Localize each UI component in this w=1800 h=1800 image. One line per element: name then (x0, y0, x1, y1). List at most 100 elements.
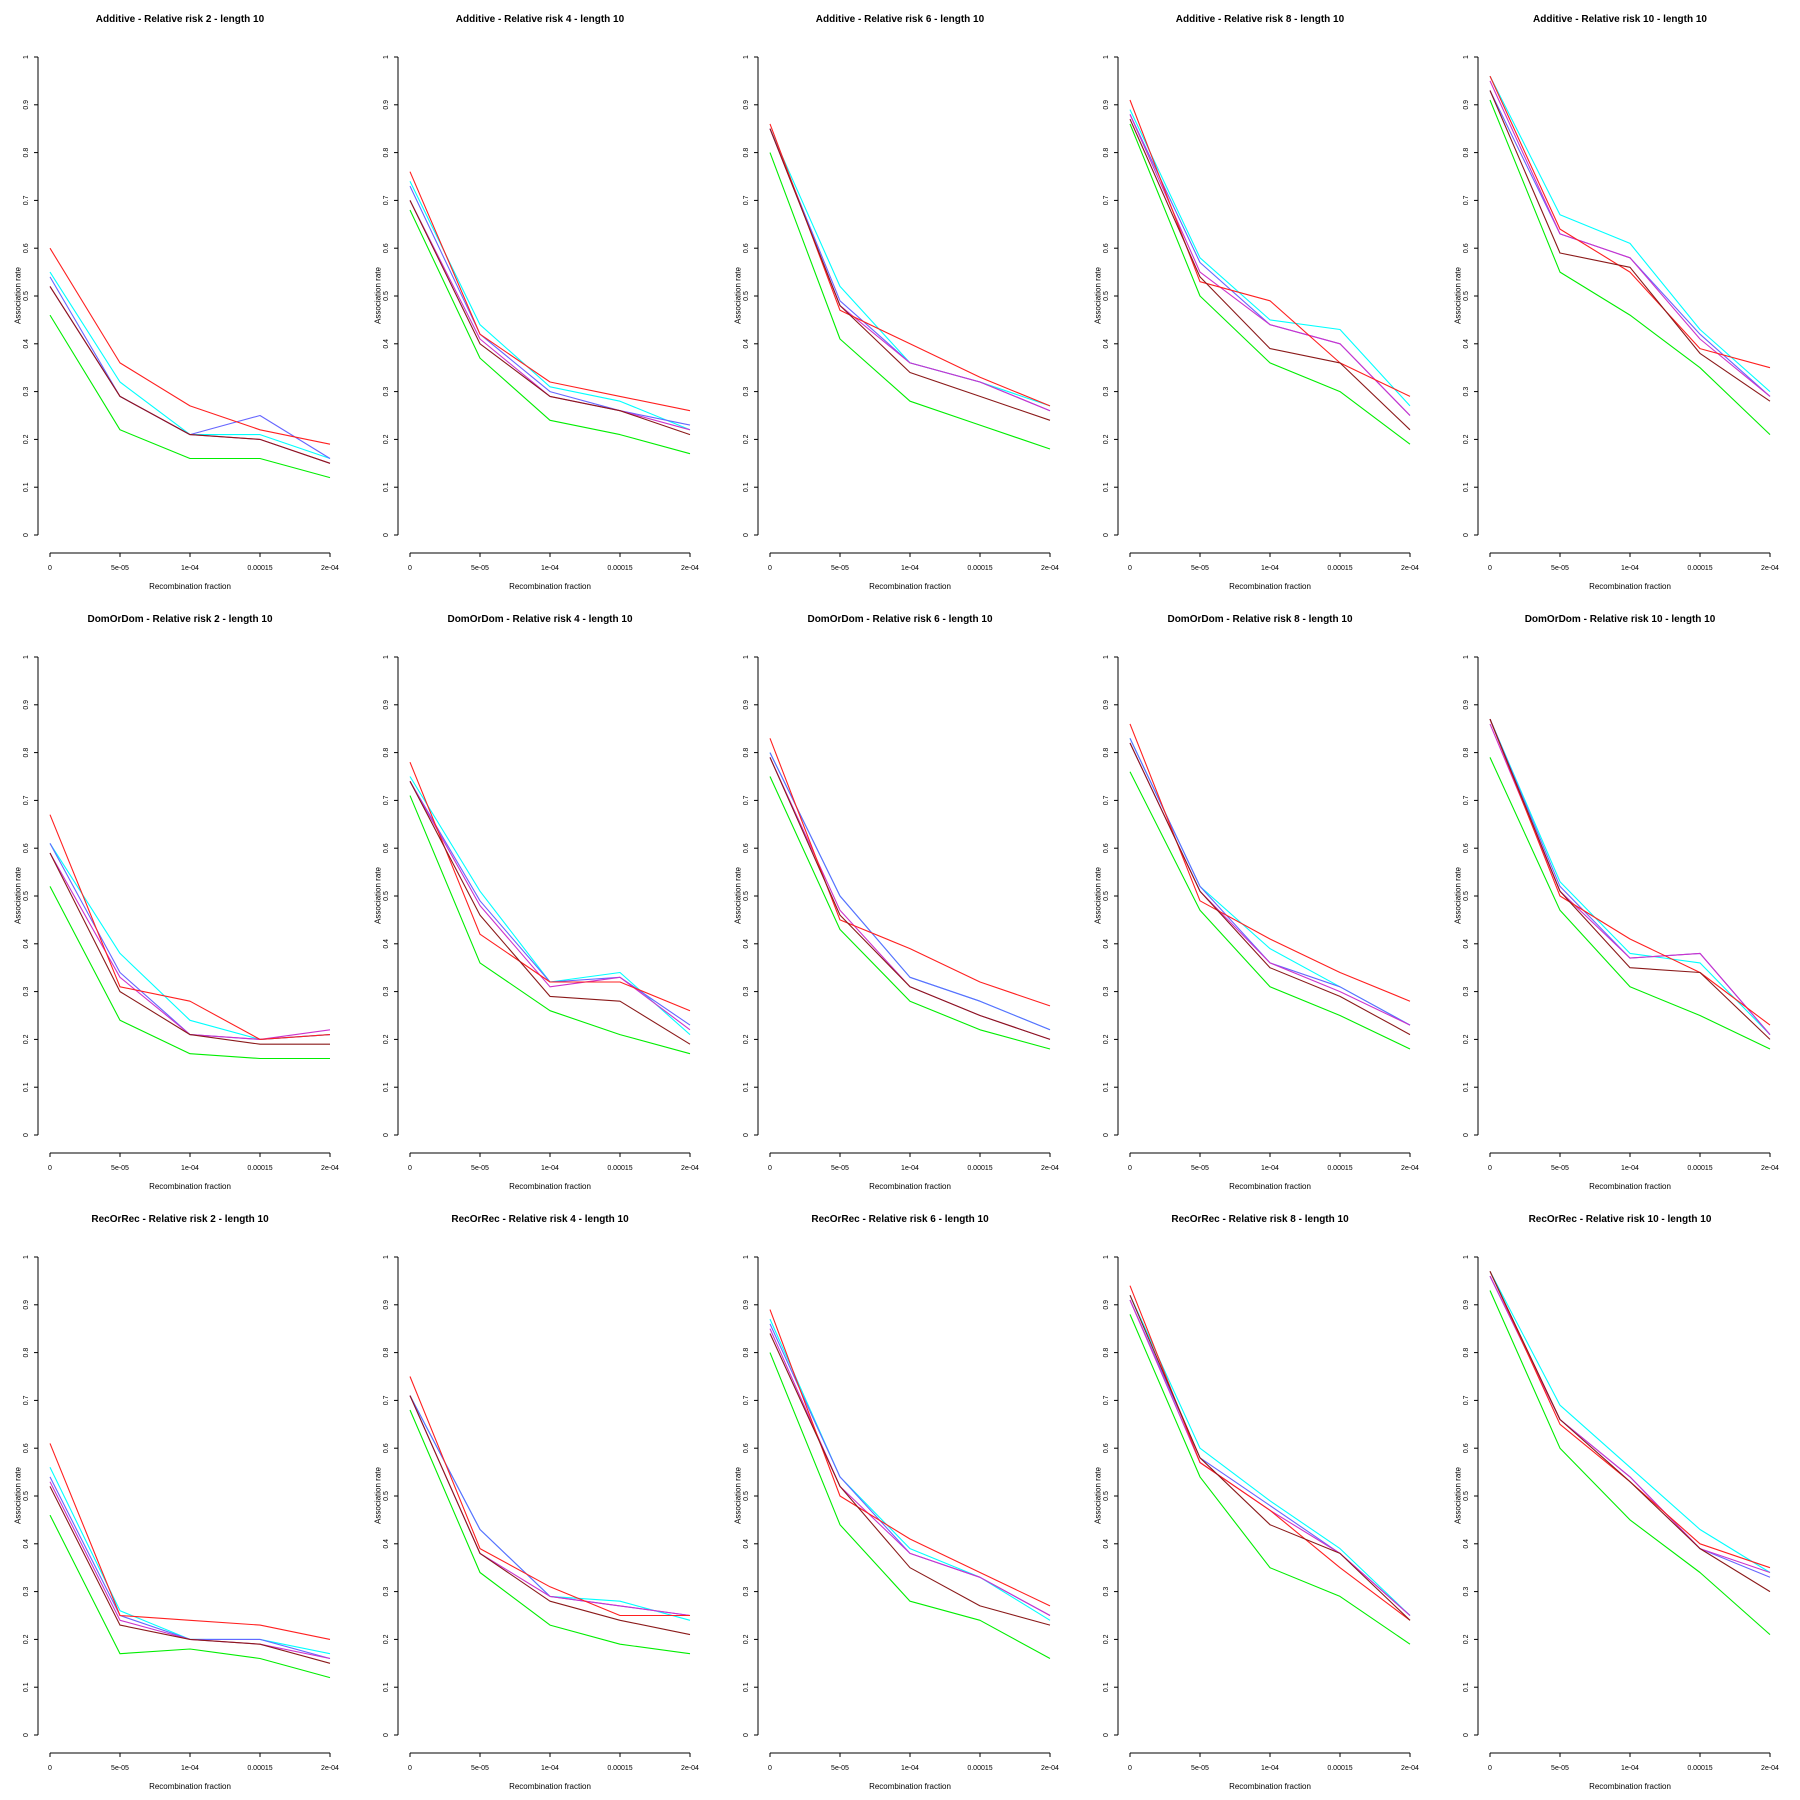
y-tick-label: 1 (1103, 655, 1110, 659)
chart-panel: DomOrDom - Relative risk 4 - length 10 Re… (360, 600, 720, 1200)
y-tick-label: 0.6 (383, 1443, 390, 1453)
y-tick-label: 0 (1103, 1733, 1110, 1737)
y-tick-label: 0.4 (1103, 339, 1110, 349)
chart-panel: RecOrRec - Relative risk 8 - length 10 Re… (1080, 1200, 1440, 1800)
series-line (409, 795, 691, 1055)
chart-panel: Additive - Relative risk 10 - length 10 R… (1440, 0, 1800, 600)
x-tick-label: 1e-04 (541, 1765, 559, 1772)
y-tick-label: 0 (383, 1733, 390, 1737)
x-tick-label: 2e-04 (1041, 1165, 1059, 1172)
chart-svg: 0 0.1 0.2 0.3 0.4 0.5 0.6 0.7 0.8 0.9 1 0 5e-05 1e-04… (1103, 655, 1419, 1172)
y-tick-label: 0.2 (1463, 434, 1470, 444)
x-tick-label: 1e-04 (181, 565, 199, 572)
y-tick-label: 1 (743, 1255, 750, 1259)
x-axis-label: Recombination fraction (509, 582, 591, 591)
y-tick-label: 0.3 (743, 387, 750, 397)
x-tick-label: 0 (408, 565, 412, 572)
y-tick-label: 0.4 (383, 939, 390, 949)
y-tick-label: 0.7 (23, 1395, 30, 1405)
x-tick-label: 0.00015 (247, 1165, 272, 1172)
series-line (49, 843, 331, 1040)
series-line (409, 1376, 690, 1617)
x-axis-label: Recombination fraction (869, 1182, 951, 1191)
series-line (1129, 723, 1411, 1002)
y-tick-label: 0.5 (1103, 291, 1110, 301)
series-line (1489, 718, 1771, 1035)
y-tick-label: 0.9 (23, 1300, 30, 1310)
y-tick-label: 0.9 (383, 100, 390, 110)
y-tick-label: 0.4 (23, 339, 30, 349)
y-tick-label: 0 (383, 533, 390, 537)
y-tick-label: 0.2 (1103, 1034, 1110, 1044)
series-line (409, 1395, 691, 1636)
x-axis-label: Recombination fraction (1589, 582, 1671, 591)
y-tick-label: 0.1 (23, 1082, 30, 1092)
y-tick-label: 1 (1463, 55, 1470, 59)
x-tick-label: 0 (1128, 565, 1132, 572)
series-line (1129, 118, 1411, 431)
x-tick-label: 1e-04 (901, 565, 919, 572)
y-tick-label: 0.7 (383, 195, 390, 205)
series-line (1129, 738, 1411, 1026)
y-tick-label: 0.9 (1103, 1300, 1110, 1310)
x-tick-label: 0 (768, 1765, 772, 1772)
series-line (409, 200, 691, 431)
series-line (769, 776, 1051, 1050)
x-tick-label: 0 (48, 1765, 52, 1772)
chart-title: RecOrRec - Relative risk 8 - length 10 (1171, 1214, 1349, 1225)
y-tick-label: 0.2 (383, 434, 390, 444)
y-tick-label: 0.5 (743, 1491, 750, 1501)
series-line (1129, 742, 1411, 1026)
y-tick-label: 0.7 (743, 795, 750, 805)
y-tick-label: 0.1 (1103, 482, 1110, 492)
x-tick-label: 0 (1488, 1165, 1492, 1172)
y-tick-label: 0 (1103, 1133, 1110, 1137)
y-tick-label: 0.6 (1463, 243, 1470, 253)
series-line (769, 123, 1051, 407)
y-tick-label: 0.2 (1103, 434, 1110, 444)
y-tick-label: 0.9 (1463, 1300, 1470, 1310)
y-tick-label: 0.2 (23, 1634, 30, 1644)
series-line (1489, 1275, 1771, 1578)
y-tick-label: 0.6 (23, 243, 30, 253)
y-tick-label: 0.3 (743, 987, 750, 997)
x-tick-label: 2e-04 (321, 1165, 339, 1172)
y-tick-label: 0.5 (23, 891, 30, 901)
x-tick-label: 5e-05 (1191, 1165, 1209, 1172)
x-axis-label: Recombination fraction (869, 582, 951, 591)
x-tick-label: 0.00015 (1687, 565, 1712, 572)
y-tick-label: 0.1 (1103, 1682, 1110, 1692)
y-tick-label: 0.7 (23, 195, 30, 205)
series-line (1489, 718, 1771, 1040)
y-tick-label: 0.1 (1463, 482, 1470, 492)
y-tick-label: 0.2 (1103, 1634, 1110, 1644)
series-line (769, 757, 1051, 1040)
y-tick-label: 0 (1463, 533, 1470, 537)
y-tick-label: 0.4 (383, 1539, 390, 1549)
chart-panel: DomOrDom - Relative risk 10 - length 10 R… (1440, 600, 1800, 1200)
x-tick-label: 5e-05 (471, 565, 489, 572)
x-tick-label: 5e-05 (1191, 565, 1209, 572)
x-tick-label: 0 (48, 1165, 52, 1172)
x-axis-label: Recombination fraction (1229, 582, 1311, 591)
x-tick-label: 2e-04 (1401, 1165, 1419, 1172)
x-tick-label: 1e-04 (1621, 1165, 1639, 1172)
series-line (1129, 738, 1411, 1026)
series-line (409, 781, 691, 1045)
series-line (1489, 1271, 1771, 1573)
y-tick-label: 0.5 (1103, 1491, 1110, 1501)
chart-title: RecOrRec - Relative risk 4 - length 10 (451, 1214, 629, 1225)
series-line (769, 152, 1051, 450)
series-line (769, 1333, 1051, 1626)
y-tick-label: 0.7 (1463, 1395, 1470, 1405)
x-tick-label: 0 (408, 1765, 412, 1772)
y-tick-label: 0.4 (1463, 1539, 1470, 1549)
series-line (49, 814, 331, 1040)
y-tick-label: 0.3 (23, 1587, 30, 1597)
y-tick-label: 0.5 (383, 291, 390, 301)
x-axis-label: Recombination fraction (1229, 1782, 1311, 1791)
series-line (409, 1395, 691, 1617)
y-tick-label: 0.7 (383, 1395, 390, 1405)
y-tick-label: 0.4 (23, 939, 30, 949)
